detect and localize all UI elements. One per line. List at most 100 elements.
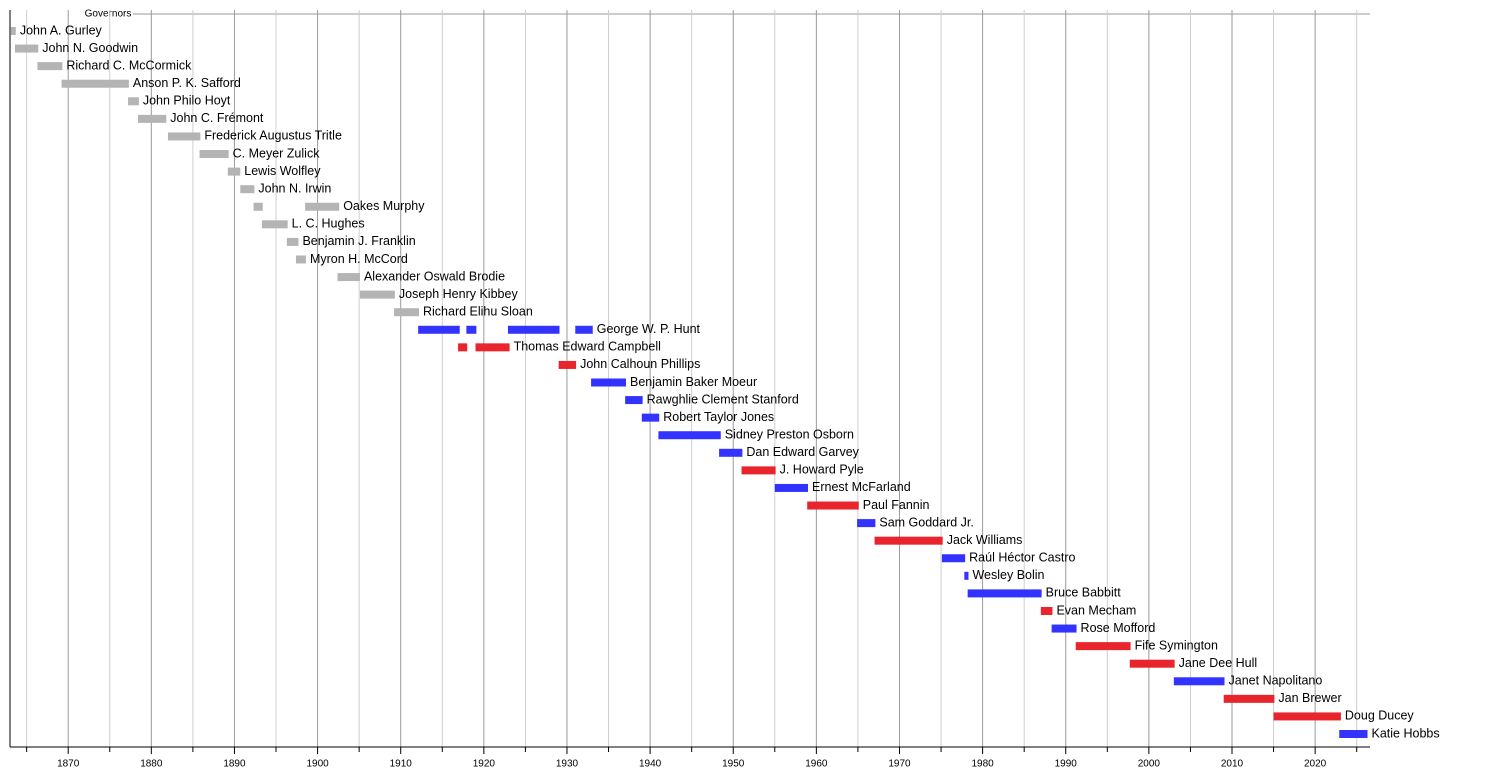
term-bar — [466, 325, 477, 334]
term-bar — [1129, 659, 1175, 668]
term-bar — [61, 79, 129, 88]
term-bar — [964, 571, 969, 580]
term-bar — [1339, 730, 1368, 738]
governor-label: John A. Gurley — [20, 23, 103, 37]
term-bar — [261, 220, 288, 229]
governor-label: Benjamin Baker Moeur — [630, 375, 757, 389]
governor-label: John Calhoun Phillips — [580, 357, 700, 371]
x-tick-label: 1880 — [140, 759, 163, 768]
term-bar — [1051, 624, 1077, 633]
x-tick-label: 1890 — [223, 759, 246, 768]
governor-label: C. Meyer Zulick — [233, 146, 321, 160]
chart-title: Governors — [85, 9, 132, 20]
governor-label: Ernest McFarland — [812, 480, 911, 494]
term-bar — [295, 255, 306, 264]
x-tick-label: 1970 — [888, 759, 911, 768]
term-bar — [807, 501, 859, 510]
governor-label: Wesley Bolin — [972, 568, 1044, 582]
governor-label: Robert Taylor Jones — [663, 410, 774, 424]
governor-label: John N. Irwin — [258, 181, 331, 195]
x-tick-label: 2000 — [1138, 759, 1161, 768]
term-bar — [1273, 712, 1341, 721]
governor-label: Sidney Preston Osborn — [725, 428, 854, 442]
x-tick-label: 1920 — [473, 759, 496, 768]
term-bar — [719, 448, 743, 457]
term-bar — [253, 202, 263, 211]
governor-label: Lewis Wolfley — [244, 164, 321, 178]
governor-label: Rawghlie Clement Stanford — [647, 392, 799, 406]
term-bar — [14, 44, 39, 53]
term-bar — [305, 202, 340, 211]
term-bar — [774, 483, 809, 492]
x-tick-label: 1870 — [57, 759, 80, 768]
governor-label: John C. Frémont — [170, 111, 264, 125]
term-bar — [874, 536, 943, 545]
term-bar — [286, 237, 299, 246]
term-bar — [941, 554, 966, 563]
x-tick-label: 1910 — [390, 759, 413, 768]
governor-label: Joseph Henry Kibbey — [399, 287, 519, 301]
governor-label: Dan Edward Garvey — [746, 445, 859, 459]
term-bar — [359, 290, 395, 299]
term-bar — [507, 325, 560, 334]
term-bar — [741, 466, 776, 475]
term-bar — [10, 27, 16, 35]
governor-label: Jane Dee Hull — [1179, 656, 1258, 670]
governor-label: John N. Goodwin — [42, 41, 138, 55]
term-bar — [418, 325, 460, 334]
term-bar — [591, 378, 626, 387]
x-tick-label: 1990 — [1055, 759, 1078, 768]
governor-label: Janet Napolitano — [1229, 674, 1323, 688]
x-tick-label: 1900 — [306, 759, 329, 768]
governor-label: Benjamin J. Franklin — [302, 234, 415, 248]
governor-label: Anson P. K. Safford — [133, 76, 241, 90]
governor-label: Rose Mofford — [1081, 621, 1156, 635]
term-bar — [857, 519, 876, 528]
term-bar — [128, 97, 139, 106]
governor-label: Paul Fannin — [863, 498, 930, 512]
term-bar — [658, 431, 721, 440]
governor-label: Myron H. McCord — [310, 252, 408, 266]
governor-label: Raúl Héctor Castro — [969, 551, 1075, 565]
governor-label: Jack Williams — [947, 533, 1023, 547]
term-bar — [458, 343, 468, 352]
governor-label: Thomas Edward Campbell — [514, 340, 661, 354]
term-bar — [967, 589, 1042, 598]
governor-label: Doug Ducey — [1345, 709, 1415, 723]
term-bar — [394, 308, 419, 317]
term-bar — [575, 325, 593, 334]
governor-label: J. Howard Pyle — [780, 463, 864, 477]
governor-label: Jan Brewer — [1278, 691, 1341, 705]
term-bar — [337, 273, 360, 282]
governor-label: Katie Hobbs — [1372, 726, 1440, 740]
x-tick-label: 1960 — [805, 759, 828, 768]
term-bar — [641, 413, 660, 422]
x-tick-label: 2020 — [1304, 759, 1327, 768]
x-tick-label: 1950 — [722, 759, 745, 768]
x-tick-label: 1980 — [971, 759, 994, 768]
term-bar — [1040, 606, 1053, 615]
governor-label: Evan Mecham — [1056, 603, 1136, 617]
term-bar — [1223, 694, 1275, 703]
x-tick-label: 1930 — [556, 759, 579, 768]
governor-label: George W. P. Hunt — [597, 322, 701, 336]
governor-label: Richard Elihu Sloan — [423, 304, 533, 318]
governor-label: Alexander Oswald Brodie — [364, 269, 505, 283]
governor-label: Frederick Augustus Tritle — [204, 129, 342, 143]
governor-label: Bruce Babbitt — [1046, 586, 1122, 600]
x-tick-label: 1940 — [639, 759, 662, 768]
term-bar — [625, 396, 643, 405]
term-bar — [475, 343, 510, 352]
term-bar — [37, 62, 63, 71]
term-bar — [199, 150, 229, 159]
term-bar — [558, 360, 577, 369]
term-bar — [138, 114, 167, 123]
governor-label: John Philo Hoyt — [143, 94, 231, 108]
term-bar — [167, 132, 201, 141]
x-tick-label: 2010 — [1221, 759, 1244, 768]
term-bar — [1075, 642, 1131, 651]
governor-label: Fife Symington — [1135, 638, 1218, 652]
governor-label: L. C. Hughes — [292, 217, 365, 231]
